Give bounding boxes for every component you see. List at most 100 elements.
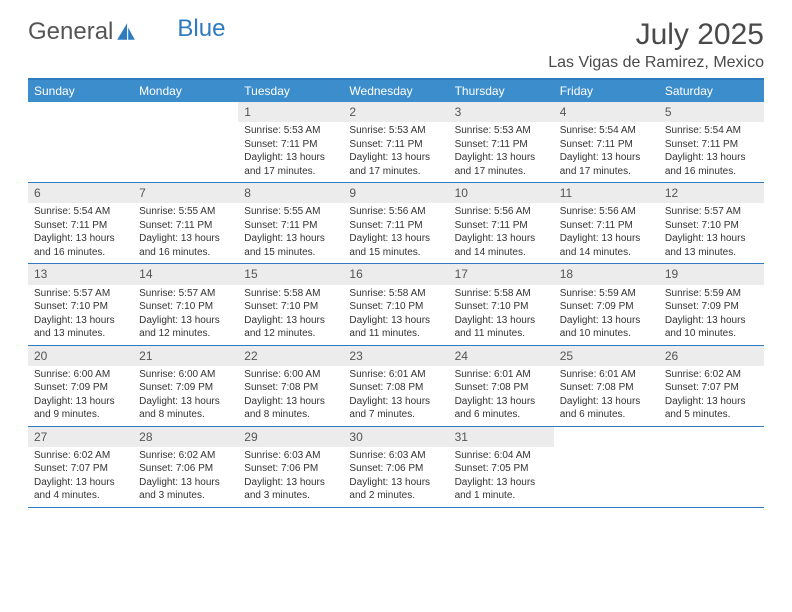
day-number: 15	[238, 264, 343, 284]
day-cell: 26Sunrise: 6:02 AMSunset: 7:07 PMDayligh…	[659, 346, 764, 426]
day-number: 20	[28, 346, 133, 366]
day-number: 6	[28, 183, 133, 203]
day-cell: .	[554, 427, 659, 507]
day-number: 9	[343, 183, 448, 203]
day-cell: 28Sunrise: 6:02 AMSunset: 7:06 PMDayligh…	[133, 427, 238, 507]
day-number: 13	[28, 264, 133, 284]
day-cell: 15 Sunrise: 5:58 AMSunset: 7:10 PMDayligh…	[238, 264, 343, 344]
day-cell: 2Sunrise: 5:53 AMSunset: 7:11 PMDaylight…	[343, 102, 448, 182]
day-body: Sunrise: 5:53 AMSunset: 7:11 PMDaylight:…	[449, 124, 554, 182]
day-number: 8	[238, 183, 343, 203]
day-body: Sunrise: 5:56 AMSunset: 7:11 PMDaylight:…	[554, 205, 659, 263]
day-body: Sunrise: 5:57 AMSunset: 7:10 PMDaylight:…	[133, 287, 238, 345]
weekday-header-row: Sunday Monday Tuesday Wednesday Thursday…	[28, 80, 764, 102]
day-body: Sunrise: 6:01 AMSunset: 7:08 PMDaylight:…	[554, 368, 659, 426]
day-cell: 6Sunrise: 5:54 AMSunset: 7:11 PMDaylight…	[28, 183, 133, 263]
day-body: Sunrise: 5:58 AMSunset: 7:10 PMDaylight:…	[449, 287, 554, 345]
day-body: Sunrise: 6:00 AMSunset: 7:09 PMDaylight:…	[133, 368, 238, 426]
day-cell: .	[28, 102, 133, 182]
day-number: 27	[28, 427, 133, 447]
weekday-wed: Wednesday	[343, 80, 448, 102]
weekday-mon: Monday	[133, 80, 238, 102]
day-body: Sunrise: 6:00 AMSunset: 7:08 PMDaylight:…	[238, 368, 343, 426]
day-body: Sunrise: 5:54 AMSunset: 7:11 PMDaylight:…	[554, 124, 659, 182]
logo-text-2: Blue	[177, 15, 225, 43]
day-cell: 13Sunrise: 5:57 AMSunset: 7:10 PMDayligh…	[28, 264, 133, 344]
week-row: 27Sunrise: 6:02 AMSunset: 7:07 PMDayligh…	[28, 427, 764, 508]
day-cell: 1Sunrise: 5:53 AMSunset: 7:11 PMDaylight…	[238, 102, 343, 182]
day-cell: 27Sunrise: 6:02 AMSunset: 7:07 PMDayligh…	[28, 427, 133, 507]
day-body: Sunrise: 5:55 AMSunset: 7:11 PMDaylight:…	[238, 205, 343, 263]
day-cell: 16Sunrise: 5:58 AMSunset: 7:10 PMDayligh…	[343, 264, 448, 344]
logo-text-1: General	[28, 18, 113, 46]
day-body: Sunrise: 5:55 AMSunset: 7:11 PMDaylight:…	[133, 205, 238, 263]
week-row: 20Sunrise: 6:00 AMSunset: 7:09 PMDayligh…	[28, 346, 764, 427]
day-number: 18	[554, 264, 659, 284]
day-number: 29	[238, 427, 343, 447]
day-body: Sunrise: 5:54 AMSunset: 7:11 PMDaylight:…	[28, 205, 133, 263]
day-number: 21	[133, 346, 238, 366]
day-body: Sunrise: 5:57 AMSunset: 7:10 PMDaylight:…	[659, 205, 764, 263]
weekday-sat: Saturday	[659, 80, 764, 102]
day-number: 22	[238, 346, 343, 366]
calendar: Sunday Monday Tuesday Wednesday Thursday…	[28, 78, 764, 508]
day-cell: 21Sunrise: 6:00 AMSunset: 7:09 PMDayligh…	[133, 346, 238, 426]
week-row: 6Sunrise: 5:54 AMSunset: 7:11 PMDaylight…	[28, 183, 764, 264]
day-number: 2	[343, 102, 448, 122]
day-cell: 22Sunrise: 6:00 AMSunset: 7:08 PMDayligh…	[238, 346, 343, 426]
day-number: 25	[554, 346, 659, 366]
day-body: Sunrise: 6:02 AMSunset: 7:07 PMDaylight:…	[28, 449, 133, 507]
day-cell: 12Sunrise: 5:57 AMSunset: 7:10 PMDayligh…	[659, 183, 764, 263]
day-number: 24	[449, 346, 554, 366]
weekday-tue: Tuesday	[238, 80, 343, 102]
header: General Blue July 2025 Las Vigas de Rami…	[28, 18, 764, 72]
day-cell: 3Sunrise: 5:53 AMSunset: 7:11 PMDaylight…	[449, 102, 554, 182]
day-body: Sunrise: 5:56 AMSunset: 7:11 PMDaylight:…	[343, 205, 448, 263]
title-block: July 2025 Las Vigas de Ramirez, Mexico	[548, 18, 764, 72]
day-body: Sunrise: 5:59 AMSunset: 7:09 PMDaylight:…	[554, 287, 659, 345]
day-cell: 29Sunrise: 6:03 AMSunset: 7:06 PMDayligh…	[238, 427, 343, 507]
day-body: Sunrise: 6:03 AMSunset: 7:06 PMDaylight:…	[238, 449, 343, 507]
day-number: 28	[133, 427, 238, 447]
weekday-sun: Sunday	[28, 80, 133, 102]
day-number: 3	[449, 102, 554, 122]
day-cell: 23Sunrise: 6:01 AMSunset: 7:08 PMDayligh…	[343, 346, 448, 426]
day-cell: 19Sunrise: 5:59 AMSunset: 7:09 PMDayligh…	[659, 264, 764, 344]
day-cell: 4Sunrise: 5:54 AMSunset: 7:11 PMDaylight…	[554, 102, 659, 182]
day-cell: 9Sunrise: 5:56 AMSunset: 7:11 PMDaylight…	[343, 183, 448, 263]
day-cell: 14Sunrise: 5:57 AMSunset: 7:10 PMDayligh…	[133, 264, 238, 344]
day-body: Sunrise: 5:53 AMSunset: 7:11 PMDaylight:…	[238, 124, 343, 182]
day-cell: 30Sunrise: 6:03 AMSunset: 7:06 PMDayligh…	[343, 427, 448, 507]
weeks-container: ..1Sunrise: 5:53 AMSunset: 7:11 PMDaylig…	[28, 102, 764, 508]
day-number: 19	[659, 264, 764, 284]
day-cell: 25Sunrise: 6:01 AMSunset: 7:08 PMDayligh…	[554, 346, 659, 426]
day-body: Sunrise: 5:56 AMSunset: 7:11 PMDaylight:…	[449, 205, 554, 263]
day-number: 26	[659, 346, 764, 366]
day-body: Sunrise: 6:00 AMSunset: 7:09 PMDaylight:…	[28, 368, 133, 426]
weekday-fri: Friday	[554, 80, 659, 102]
day-number: 5	[659, 102, 764, 122]
day-body: Sunrise: 5:54 AMSunset: 7:11 PMDaylight:…	[659, 124, 764, 182]
day-cell: 10Sunrise: 5:56 AMSunset: 7:11 PMDayligh…	[449, 183, 554, 263]
weekday-thu: Thursday	[449, 80, 554, 102]
day-number: 12	[659, 183, 764, 203]
week-row: 13Sunrise: 5:57 AMSunset: 7:10 PMDayligh…	[28, 264, 764, 345]
logo: General Blue	[28, 18, 225, 46]
day-cell: 5Sunrise: 5:54 AMSunset: 7:11 PMDaylight…	[659, 102, 764, 182]
day-number: 16	[343, 264, 448, 284]
day-cell: 8Sunrise: 5:55 AMSunset: 7:11 PMDaylight…	[238, 183, 343, 263]
day-cell: 18 Sunrise: 5:59 AMSunset: 7:09 PMDayligh…	[554, 264, 659, 344]
day-number: 30	[343, 427, 448, 447]
day-cell: 11Sunrise: 5:56 AMSunset: 7:11 PMDayligh…	[554, 183, 659, 263]
day-cell: 20Sunrise: 6:00 AMSunset: 7:09 PMDayligh…	[28, 346, 133, 426]
day-cell: .	[659, 427, 764, 507]
day-number: 23	[343, 346, 448, 366]
day-cell: .	[133, 102, 238, 182]
day-body: Sunrise: 6:01 AMSunset: 7:08 PMDaylight:…	[343, 368, 448, 426]
day-body: Sunrise: 5:58 AMSunset: 7:10 PMDaylight:…	[238, 287, 343, 345]
day-body: Sunrise: 6:02 AMSunset: 7:06 PMDaylight:…	[133, 449, 238, 507]
week-row: ..1Sunrise: 5:53 AMSunset: 7:11 PMDaylig…	[28, 102, 764, 183]
day-cell: 17Sunrise: 5:58 AMSunset: 7:10 PMDayligh…	[449, 264, 554, 344]
day-number: 31	[449, 427, 554, 447]
day-cell: 31Sunrise: 6:04 AMSunset: 7:05 PMDayligh…	[449, 427, 554, 507]
